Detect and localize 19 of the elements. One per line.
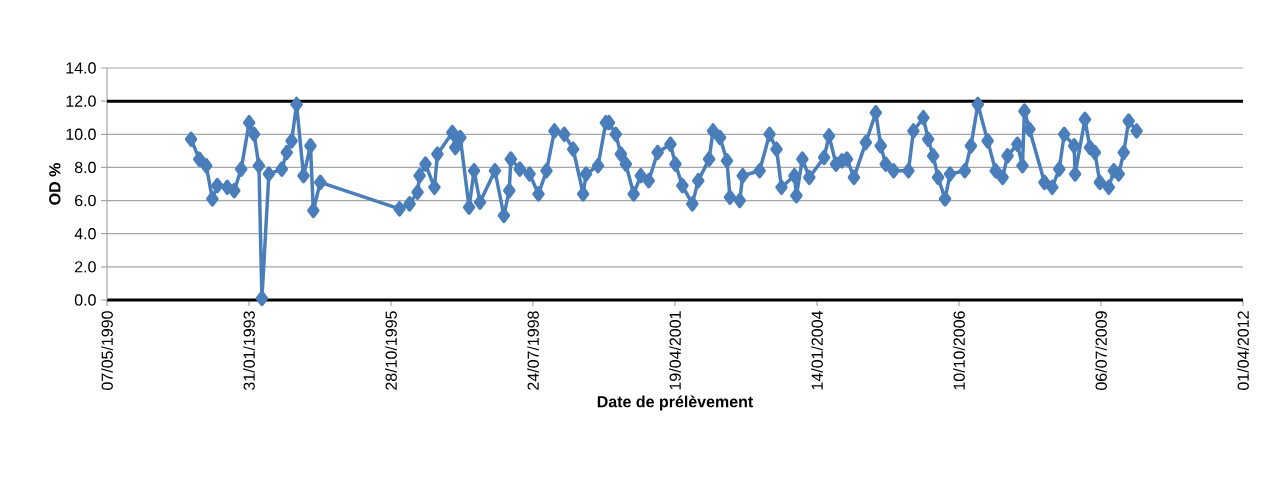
y-tick-label: 6.0 bbox=[75, 194, 96, 207]
x-tick-label: 24/07/1998 bbox=[527, 311, 539, 390]
y-tick-label: 8.0 bbox=[74, 161, 96, 174]
x-tick-label: 07/05/1990 bbox=[101, 311, 113, 390]
x-tick-label: 31/01/1993 bbox=[243, 311, 255, 390]
x-tick-label: 01/04/2012 bbox=[1237, 311, 1249, 390]
y-axis-title: OD % bbox=[49, 163, 61, 205]
x-axis-title: Date de prélèvement bbox=[597, 395, 754, 411]
x-tick-label: 06/07/2009 bbox=[1095, 311, 1107, 390]
y-tick-label: 10.0 bbox=[66, 128, 96, 140]
y-tick-label: 14.0 bbox=[66, 62, 96, 74]
y-tick-label: 4.0 bbox=[74, 228, 96, 240]
x-tick-label: 14/01/2004 bbox=[811, 311, 823, 390]
y-tick-label: 12.0 bbox=[66, 95, 96, 107]
y-tick-label: 2.0 bbox=[75, 261, 96, 273]
x-tick-label: 10/10/2006 bbox=[953, 311, 965, 390]
y-tick-label: 0.0 bbox=[74, 294, 96, 306]
x-tick-label: 19/04/2001 bbox=[669, 311, 681, 390]
x-tick-label: 28/10/1995 bbox=[385, 311, 397, 390]
